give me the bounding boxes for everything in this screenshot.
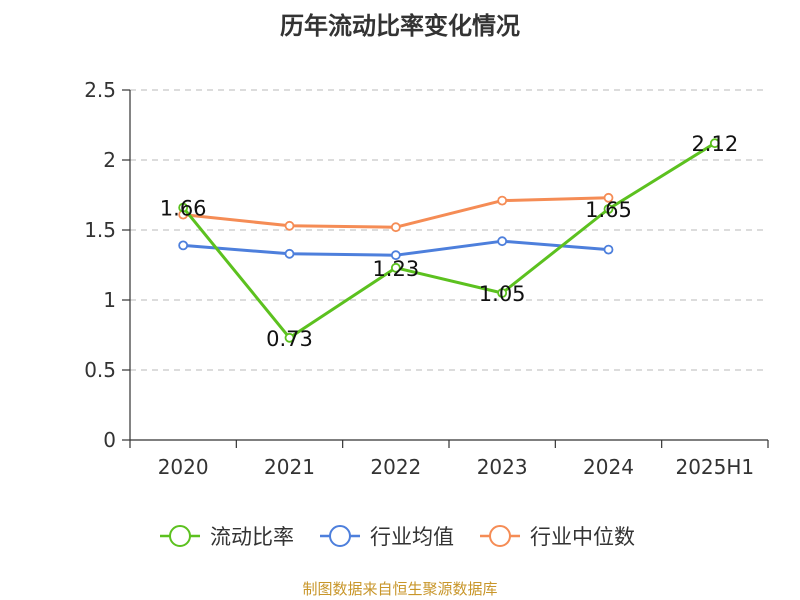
data-point: [390, 262, 401, 273]
y-tick-label: 1.5: [84, 218, 116, 242]
y-tick-label: 1: [103, 288, 116, 312]
data-point: [284, 332, 295, 343]
data-point: [497, 236, 508, 247]
legend-label: 流动比率: [210, 525, 294, 549]
x-tick-label: 2020: [158, 455, 209, 479]
data-point: [603, 204, 614, 214]
x-tick-label: 2022: [370, 455, 421, 479]
data-label: 0.73: [266, 327, 313, 351]
legend-swatch-marker: [489, 525, 511, 547]
data-label: 2.12: [691, 132, 738, 156]
legend-label: 行业中位数: [530, 525, 635, 549]
y-tick-label: 0: [103, 428, 116, 452]
data-label: 1.65: [585, 198, 632, 222]
data-label: 1.05: [479, 282, 526, 306]
legend-label: 行业均值: [370, 525, 454, 549]
x-tick-label: 2025H1: [675, 455, 754, 479]
source-note: 制图数据来自恒生聚源数据库: [302, 580, 498, 598]
data-label: 1.23: [372, 257, 419, 281]
data-point: [709, 138, 720, 149]
legend-swatch-marker: [329, 525, 351, 547]
data-point: [284, 248, 295, 259]
data-point: [178, 202, 189, 213]
y-tick-label: 0.5: [84, 358, 116, 382]
x-tick-label: 2024: [583, 455, 634, 479]
data-point: [390, 222, 401, 233]
data-point: [603, 192, 614, 203]
data-point: [497, 288, 508, 298]
x-tick-label: 2021: [264, 455, 315, 479]
y-tick-label: 2: [103, 148, 116, 172]
data-point: [284, 220, 295, 231]
data-label: 1.66: [160, 197, 207, 221]
series-line: [182, 141, 716, 340]
data-point: [390, 250, 401, 261]
x-tick-label: 2023: [477, 455, 528, 479]
chart-title: 历年流动比率变化情况: [280, 12, 520, 40]
y-tick-label: 2.5: [84, 78, 116, 102]
data-point: [603, 244, 614, 255]
data-point: [178, 240, 189, 251]
legend-swatch-marker: [169, 525, 191, 547]
data-point: [497, 195, 508, 206]
